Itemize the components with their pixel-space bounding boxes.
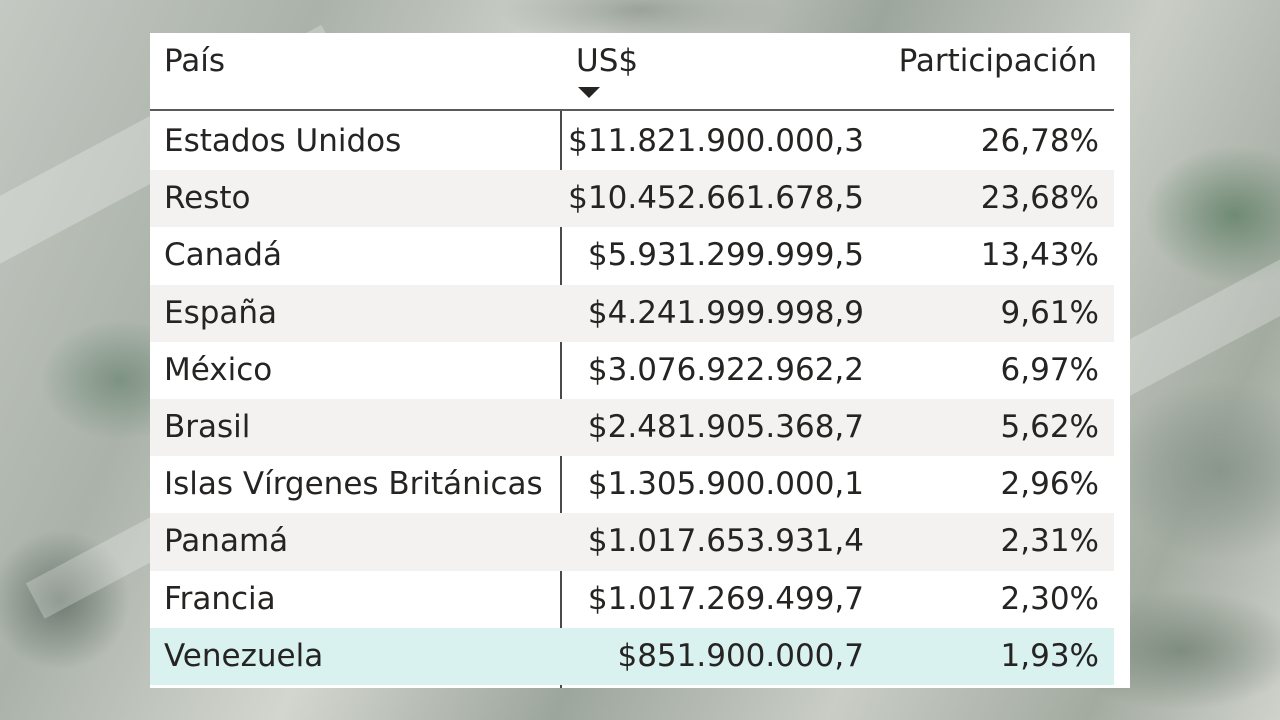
table-row[interactable]: Brasil $2.481.905.368,7 5,62% [150, 398, 1114, 457]
table-row[interactable]: Islas Vírgenes Británicas $1.305.900.000… [150, 456, 1114, 513]
country-cell: Venezuela [164, 637, 324, 674]
share-cell: 2,96% [1000, 466, 1099, 503]
share-cell: 26,78% [980, 123, 1099, 159]
table-header: País US$ Participación [150, 33, 1114, 111]
table-row[interactable]: España $4.241.999.998,9 9,61% [150, 284, 1114, 342]
column-header-usd[interactable]: US$ [576, 43, 639, 79]
table-row[interactable]: Resto $10.452.661.678,5 23,68% [150, 170, 1114, 228]
table-row[interactable]: Estados Unidos $11.821.900.000,3 26,78% [150, 113, 1114, 170]
share-cell: 6,97% [1000, 351, 1099, 388]
sort-descending-icon[interactable] [578, 87, 600, 98]
share-cell: 13,43% [980, 237, 1099, 274]
table-row[interactable]: México $3.076.922.962,2 6,97% [150, 342, 1114, 399]
usd-cell: $11.821.900.000,3 [568, 123, 864, 159]
data-table: País US$ Participación Estados Unidos $1… [150, 33, 1130, 688]
usd-cell: $3.076.922.962,2 [587, 351, 864, 388]
usd-cell: $851.900.000,7 [617, 637, 864, 674]
share-cell: 2,30% [1000, 580, 1099, 617]
column-header-share[interactable]: Participación [898, 43, 1097, 79]
table-row-highlighted[interactable]: Venezuela $851.900.000,7 1,93% [150, 627, 1114, 685]
country-cell: Brasil [164, 408, 251, 445]
share-cell: 23,68% [980, 180, 1099, 217]
usd-cell: $5.931.299.999,5 [587, 237, 864, 274]
country-cell: Canadá [164, 237, 282, 274]
country-cell: Resto [164, 180, 251, 217]
table-body: Estados Unidos $11.821.900.000,3 26,78% … [150, 113, 1114, 685]
usd-cell: $4.241.999.998,9 [587, 294, 864, 331]
table-row[interactable]: Panamá $1.017.653.931,4 2,31% [150, 513, 1114, 571]
usd-cell: $1.017.269.499,7 [587, 580, 864, 617]
usd-cell: $10.452.661.678,5 [568, 180, 864, 217]
share-cell: 9,61% [1000, 294, 1099, 331]
usd-cell: $1.017.653.931,4 [587, 523, 864, 560]
country-cell: Estados Unidos [164, 123, 402, 159]
column-header-country[interactable]: País [164, 43, 226, 79]
country-cell: México [164, 351, 273, 388]
country-cell: Islas Vírgenes Británicas [164, 466, 543, 503]
share-cell: 5,62% [1000, 408, 1099, 445]
share-cell: 2,31% [1000, 523, 1099, 560]
share-cell: 1,93% [1000, 637, 1099, 674]
country-cell: Francia [164, 580, 276, 617]
country-cell: España [164, 294, 278, 331]
usd-cell: $2.481.905.368,7 [587, 408, 864, 445]
country-cell: Panamá [164, 523, 289, 560]
table-row[interactable]: Francia $1.017.269.499,7 2,30% [150, 571, 1114, 628]
usd-cell: $1.305.900.000,1 [587, 466, 864, 503]
table-row[interactable]: Canadá $5.931.299.999,5 13,43% [150, 227, 1114, 284]
